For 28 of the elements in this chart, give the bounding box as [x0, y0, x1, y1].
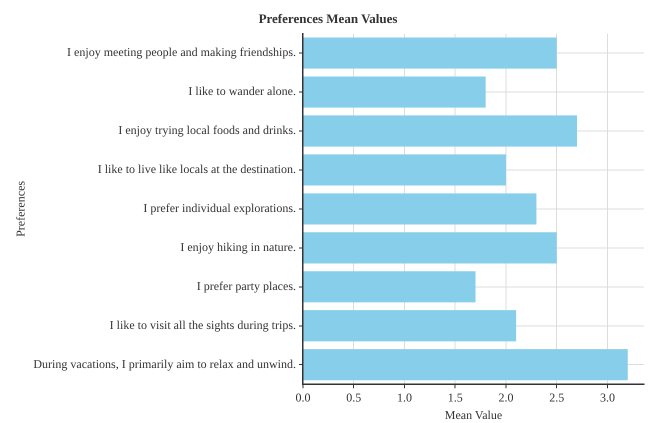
chart-title: Preferences Mean Values [258, 11, 398, 26]
y-tick-label: I prefer party places. [196, 278, 296, 293]
x-tick-label: 2.0 [498, 390, 514, 405]
x-tick-label: 2.5 [549, 390, 564, 405]
bar [304, 271, 476, 302]
bar [304, 232, 557, 264]
y-tick-label: I like to live like locals at the destination. [98, 162, 296, 176]
bar [304, 76, 486, 108]
x-tick-label: 0.5 [346, 390, 362, 405]
x-tick-label: 1.5 [448, 390, 463, 405]
bar [304, 310, 516, 342]
x-tick-label: 1.0 [396, 390, 412, 405]
x-tick-label: 0.0 [296, 390, 310, 405]
bar [304, 349, 628, 380]
y-tick-label: I prefer individual explorations. [143, 201, 296, 216]
y-tick-label: I like to visit all the sights during trips. [110, 318, 296, 332]
bar [304, 154, 506, 186]
y-tick-label: During vacations, I primarily aim to relax and unwind. [33, 356, 296, 371]
y-tick-label: I enjoy trying local foods and drinks. [118, 123, 296, 138]
bar [304, 37, 557, 69]
y-tick-label: I enjoy hiking in nature. [180, 240, 296, 254]
x-tick-label: 3.0 [600, 390, 615, 405]
bar [304, 193, 536, 224]
bar [304, 115, 578, 147]
y-axis-title: Preferences [13, 180, 28, 237]
y-tick-label: I like to wander alone. [188, 84, 296, 98]
y-tick-label: I enjoy meeting people and making friendships. [67, 45, 296, 60]
x-axis-title: Mean Value [444, 408, 502, 422]
